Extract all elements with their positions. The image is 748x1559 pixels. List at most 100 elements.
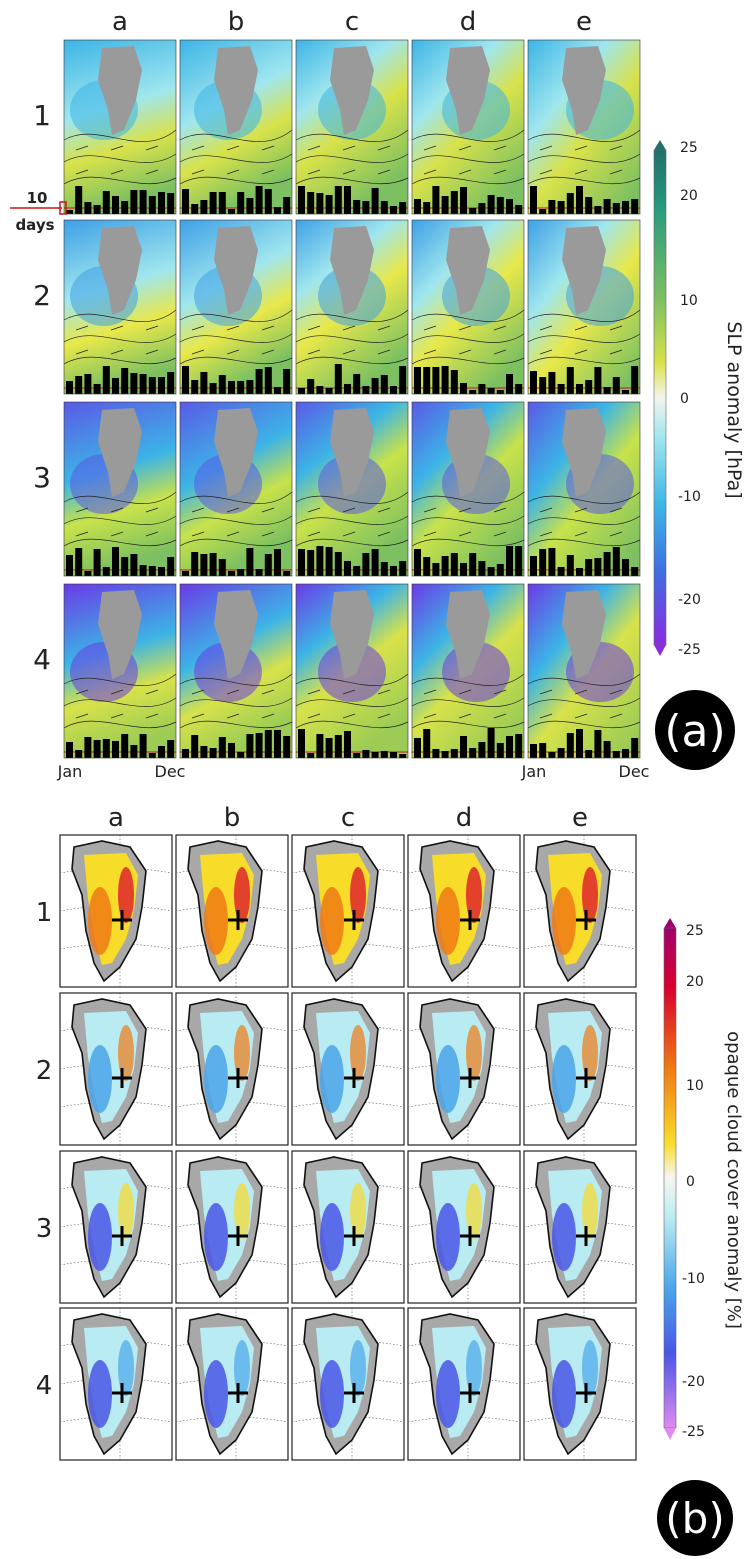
monthly-bar — [167, 372, 175, 394]
panel-b-column-label-e: e — [572, 803, 588, 833]
cloud-tick-minus10: -10 — [682, 1271, 705, 1287]
isobar-line — [179, 515, 293, 525]
monthly-bar — [307, 192, 315, 214]
monthly-bar — [130, 554, 138, 576]
monthly-bar — [622, 749, 629, 758]
monthly-bar — [496, 390, 504, 394]
summit-cross-marker — [112, 1226, 132, 1246]
wind-arrow — [75, 349, 89, 355]
monthly-bar — [576, 384, 583, 394]
monthly-bar — [478, 203, 486, 214]
isobar-line — [295, 538, 409, 547]
panel-a-column-label-b: b — [228, 7, 245, 37]
cloud-anomaly-west — [552, 1360, 576, 1428]
slp-map-2c — [295, 219, 409, 395]
monthly-bar — [84, 571, 92, 576]
monthly-bar — [380, 751, 388, 758]
monthly-bar — [344, 561, 351, 576]
wind-arrow — [261, 689, 275, 695]
monthly-bar — [631, 567, 639, 576]
slp-map-1a — [63, 39, 177, 215]
monthly-bar — [496, 743, 504, 758]
wind-arrow — [423, 145, 437, 151]
monthly-bar — [460, 187, 467, 214]
slp-map-4c — [295, 583, 409, 759]
isobar-line — [527, 356, 641, 365]
isobar-line — [527, 309, 641, 322]
wind-arrow — [574, 507, 588, 513]
monthly-bar — [255, 733, 263, 758]
wind-arrow — [493, 507, 507, 513]
cloud-anomaly-east — [582, 1340, 598, 1396]
isobar-line — [63, 309, 177, 322]
wind-arrow — [261, 713, 275, 719]
wind-arrow — [226, 507, 240, 513]
isobar-line — [63, 129, 177, 142]
cloud-anomaly-west — [320, 1203, 344, 1271]
isobar-line — [527, 153, 641, 163]
monthly-bar — [264, 730, 272, 758]
monthly-bar — [139, 565, 147, 576]
monthly-bar — [441, 196, 449, 214]
monthly-bar — [158, 567, 165, 576]
monthly-bar — [371, 188, 379, 214]
monthly-bar — [539, 377, 547, 394]
slp-map-frame — [63, 39, 177, 215]
cloud-anomaly-west — [88, 1045, 112, 1113]
monthly-bar — [84, 374, 92, 394]
monthly-bar — [139, 734, 147, 758]
cloud-colorbar-top-arrow — [664, 918, 676, 928]
greenland-landmass — [214, 46, 258, 135]
colorbar-bottom-arrow — [654, 645, 666, 656]
greenland-landmass — [562, 408, 606, 497]
wind-arrow — [191, 713, 205, 719]
cloud-anomaly-east — [234, 867, 250, 923]
monthly-bar — [182, 571, 189, 576]
monthly-bar — [130, 190, 138, 214]
panel-a-slp-grid: a b c d e 1 2 3 4 — [33, 7, 641, 759]
isobar-line — [179, 720, 293, 729]
greenland-landmass — [562, 46, 606, 135]
monthly-bar — [631, 199, 639, 214]
wind-arrow — [458, 531, 472, 537]
greenland-landmass — [446, 46, 490, 135]
monthly-bar — [441, 751, 449, 758]
cloud-anomaly-west — [552, 1045, 576, 1113]
wind-arrow — [342, 325, 356, 331]
monthly-bar — [548, 752, 556, 758]
slp-map-3e — [527, 401, 641, 577]
monthly-bar — [228, 571, 235, 576]
wind-arrow — [145, 713, 159, 719]
wind-arrow — [458, 349, 472, 355]
monthly-bar — [139, 374, 147, 394]
isobar-line — [179, 333, 293, 343]
cloud-anomaly-east — [466, 1183, 482, 1239]
wind-arrow — [539, 349, 553, 355]
slp-map-3d — [411, 401, 525, 577]
monthly-bar — [585, 559, 593, 576]
greenland-landmass — [330, 46, 374, 135]
slp-map-1e — [527, 39, 641, 215]
monthly-bar — [622, 559, 629, 576]
monthly-bar — [530, 371, 537, 394]
cloud-map-1d — [407, 834, 521, 988]
monthly-bar — [66, 381, 73, 394]
monthly-bar — [112, 547, 119, 576]
monthly-bar — [148, 377, 156, 394]
cloud-anomaly-east — [582, 867, 598, 923]
monthly-bar — [594, 730, 602, 758]
monthly-bar — [200, 200, 208, 214]
monthly-bar — [603, 199, 611, 214]
wind-arrow — [110, 325, 124, 331]
monthly-bar — [102, 366, 110, 394]
monthly-bar — [612, 377, 620, 394]
cloud-anomaly-east — [118, 1183, 134, 1239]
monthly-bar — [530, 186, 537, 214]
cloud-map-3e — [523, 1150, 637, 1304]
wind-arrow — [145, 689, 159, 695]
monthly-bar — [362, 750, 370, 758]
cloud-map-3b — [175, 1150, 289, 1304]
greenland-landmass — [446, 226, 490, 315]
monthly-bar — [121, 734, 129, 758]
monthly-bar — [75, 376, 83, 394]
